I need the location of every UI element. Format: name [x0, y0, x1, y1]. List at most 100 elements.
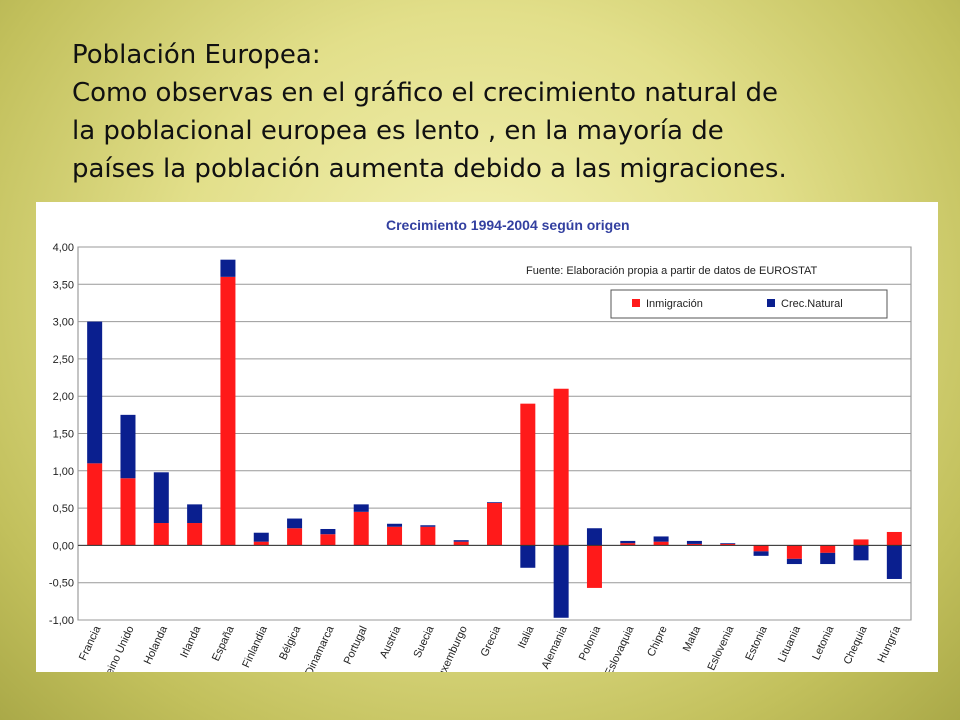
bar-inmigracion [686, 543, 702, 546]
bar-crec-natural [553, 545, 569, 618]
legend-swatch-crec-natural [767, 299, 775, 307]
legend: Inmigración Crec.Natural [610, 289, 888, 319]
x-tick-label: Italia [516, 623, 537, 650]
grid-layer [77, 246, 912, 621]
bar-crec-natural [187, 504, 203, 524]
bar-crec-natural [520, 545, 536, 568]
x-tick-label: Alemania [540, 623, 571, 670]
bar-inmigracion [120, 478, 136, 546]
legend-box [610, 289, 888, 319]
y-tick-label: 4,00 [53, 242, 74, 254]
bar-crec-natural [886, 545, 902, 579]
bar-crec-natural [87, 321, 103, 464]
bar-crec-natural [387, 523, 403, 527]
bar-inmigracion [520, 403, 536, 546]
bar-inmigracion [620, 543, 636, 546]
bar-chart: Crecimiento 1994-2004 según origen -1,00… [49, 217, 912, 672]
x-tick-label: Polonia [577, 623, 604, 662]
bar-inmigracion [387, 526, 403, 546]
bar-inmigracion [720, 543, 736, 546]
bar-crec-natural [353, 504, 369, 512]
bar-inmigracion [320, 534, 336, 546]
x-tick-label: Letonia [810, 623, 837, 662]
bar-inmigracion [153, 523, 169, 546]
x-tick-label: Irlanda [178, 623, 203, 659]
x-tick-label: Portugal [342, 624, 370, 666]
x-tick-label: Chequia [842, 623, 871, 666]
slide-line-2: la poblacional europea es lento , en la … [72, 116, 724, 146]
bar-crec-natural [120, 414, 136, 479]
bar-inmigracion [353, 511, 369, 546]
bar-inmigracion [553, 388, 569, 546]
bar-inmigracion [487, 502, 502, 546]
x-tick-label: Malta [681, 623, 704, 653]
y-tick-label: 3,50 [53, 279, 74, 291]
y-tick-label: 1,00 [53, 466, 74, 478]
x-tick-label: Lituania [776, 623, 804, 664]
x-tick-label: España [210, 623, 237, 663]
y-tick-label: 2,50 [53, 354, 74, 366]
y-tick-label: 2,00 [53, 391, 74, 403]
bar-crec-natural [586, 528, 602, 546]
x-tick-label: Reino Unido [100, 624, 136, 672]
bar-crec-natural [720, 543, 736, 544]
legend-label-crec-natural: Crec.Natural [781, 298, 843, 310]
x-tick-label: Dinamarca [303, 623, 337, 672]
bar-inmigracion [886, 531, 902, 546]
bar-crec-natural [220, 259, 236, 277]
x-tick-label: Bélgica [277, 623, 303, 662]
bar-inmigracion [187, 523, 203, 546]
bar-crec-natural [853, 545, 869, 561]
slide-heading: Población Europea: [72, 40, 321, 70]
x-tick-label: Holanda [142, 623, 171, 666]
bar-inmigracion [453, 541, 469, 546]
bar-crec-natural [686, 540, 702, 544]
bar-inmigracion [586, 545, 602, 588]
y-tick-label: 0,00 [53, 540, 74, 552]
bar-inmigracion [820, 545, 836, 553]
slide-text: Población Europea: Como observas en el g… [72, 36, 932, 188]
x-tick-label: Estonia [743, 623, 770, 662]
chart-title: Crecimiento 1994-2004 según origen [386, 217, 630, 233]
bar-inmigracion [253, 541, 269, 546]
y-tick-label: 3,00 [53, 317, 74, 329]
bar-inmigracion [653, 541, 669, 546]
x-tick-label: Eslovenia [705, 623, 736, 672]
slide-line-1: Como observas en el gráfico el crecimien… [72, 78, 779, 108]
x-tick-label: Grecia [479, 623, 504, 658]
bar-crec-natural [253, 532, 269, 542]
bar-crec-natural [453, 540, 469, 542]
bar-crec-natural [420, 525, 436, 527]
bar-inmigracion [287, 528, 303, 546]
bar-crec-natural [620, 540, 636, 544]
chart-panel: Crecimiento 1994-2004 según origen -1,00… [36, 202, 938, 672]
bar-crec-natural [287, 518, 303, 529]
bar-inmigracion [853, 539, 869, 546]
bar-inmigracion [220, 276, 236, 546]
slide-line-3: países la población aumenta debido a las… [72, 154, 787, 184]
y-tick-label: 1,50 [53, 429, 74, 441]
x-tick-label: Francia [77, 623, 104, 662]
bar-crec-natural [153, 472, 169, 524]
bar-crec-natural [320, 528, 336, 535]
x-tick-label: Eslovaquia [603, 623, 637, 672]
x-tick-label: Chipre [645, 624, 670, 658]
bar-crec-natural [487, 502, 502, 503]
x-tick-label: Finlandia [240, 623, 270, 669]
legend-swatch-inmigracion [632, 299, 640, 307]
y-tick-label: 0,50 [53, 503, 74, 515]
legend-label-inmigracion: Inmigración [646, 298, 703, 310]
bar-crec-natural [786, 558, 802, 565]
x-tick-label: Luxemburgo [433, 624, 470, 672]
bar-crec-natural [820, 552, 836, 565]
x-tick-label: Hungría [876, 623, 904, 664]
bar-inmigracion [753, 545, 769, 552]
x-tick-label: Austria [378, 623, 404, 660]
source-note: Fuente: Elaboración propia a partir de d… [526, 265, 818, 277]
bar-layer [87, 259, 902, 618]
y-tick-label: -0,50 [49, 578, 74, 590]
bar-inmigracion [87, 463, 103, 546]
bar-inmigracion [420, 526, 436, 546]
bar-inmigracion [786, 545, 802, 559]
bar-crec-natural [653, 536, 669, 542]
